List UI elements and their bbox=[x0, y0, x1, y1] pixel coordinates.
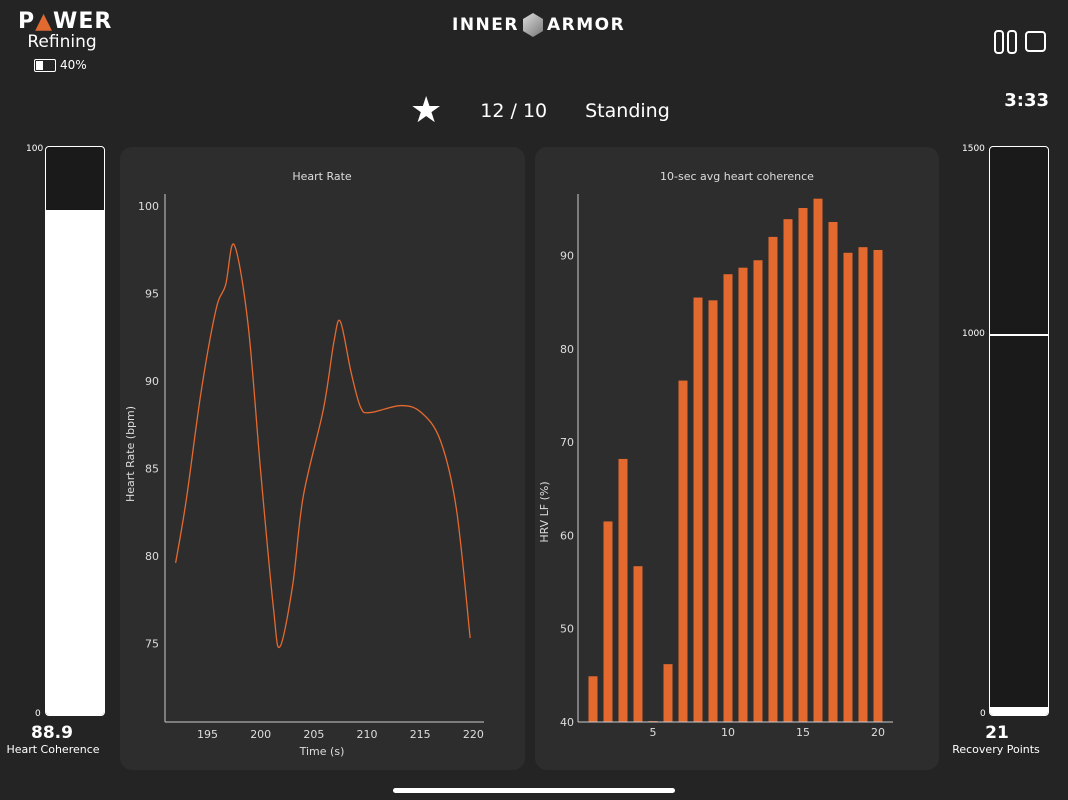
posture-label: Standing bbox=[585, 100, 670, 122]
x-tick-label: 10 bbox=[721, 726, 735, 739]
x-axis-label: Time (s) bbox=[299, 745, 345, 758]
bar bbox=[678, 380, 688, 722]
y-axis-label: HRV LF (%) bbox=[538, 481, 551, 542]
x-tick-label: 195 bbox=[197, 728, 218, 741]
right-gauge-mid: 1000 bbox=[962, 329, 985, 339]
heart-coherence-value: 88.9 bbox=[31, 723, 73, 743]
bar bbox=[873, 249, 883, 722]
recovery-points-value: 21 bbox=[985, 723, 1009, 743]
battery-indicator: 40% bbox=[34, 58, 87, 72]
y-axis-label: Heart Rate (bpm) bbox=[124, 406, 137, 502]
heart-rate-panel: Heart Rate Time (s) Heart Rate (bpm) 195… bbox=[120, 147, 525, 770]
heart-coherence-label: Heart Coherence bbox=[6, 743, 100, 756]
x-tick-label: 200 bbox=[250, 728, 271, 741]
heart-rate-chart: Heart Rate Time (s) Heart Rate (bpm) 195… bbox=[124, 170, 484, 758]
armor-gem-icon bbox=[522, 13, 543, 37]
brand-left: INNER bbox=[452, 15, 519, 35]
chart-title: 10-sec avg heart coherence bbox=[660, 170, 814, 183]
x-tick-label: 215 bbox=[410, 728, 431, 741]
bar bbox=[633, 566, 643, 722]
heart-rate-line bbox=[174, 243, 471, 649]
bar bbox=[693, 297, 703, 722]
left-gauge-min: 0 bbox=[35, 709, 41, 719]
bar bbox=[798, 207, 808, 723]
bar bbox=[768, 236, 778, 722]
power-logo: P▲WER bbox=[18, 9, 113, 34]
y-tick-label: 90 bbox=[560, 250, 574, 263]
y-tick-label: 85 bbox=[145, 462, 159, 475]
pause-button[interactable] bbox=[994, 30, 1017, 54]
brand-logo: INNER ARMOR bbox=[452, 13, 625, 37]
battery-icon bbox=[34, 58, 56, 72]
y-tick-label: 60 bbox=[560, 529, 574, 542]
recovery-target-marker bbox=[990, 334, 1048, 337]
chart-title: Heart Rate bbox=[292, 170, 352, 183]
x-tick-label: 205 bbox=[303, 728, 324, 741]
stop-button[interactable] bbox=[1025, 31, 1046, 52]
bar bbox=[723, 274, 733, 722]
bar bbox=[618, 458, 628, 722]
session-status: ★ 12 / 10 Standing bbox=[410, 90, 670, 131]
bar bbox=[783, 219, 793, 722]
bar bbox=[753, 260, 763, 722]
y-tick-label: 75 bbox=[145, 637, 159, 650]
recovery-points-fill bbox=[990, 707, 1048, 715]
y-tick-label: 90 bbox=[145, 375, 159, 388]
y-tick-label: 40 bbox=[560, 716, 574, 729]
coherence-panel: 10-sec avg heart coherence HRV LF (%) 5 1… bbox=[535, 147, 939, 770]
session-timer: 3:33 bbox=[1004, 90, 1049, 111]
bar bbox=[603, 521, 613, 722]
bar bbox=[813, 198, 823, 722]
recovery-points-gauge bbox=[989, 146, 1049, 716]
y-tick-label: 70 bbox=[560, 436, 574, 449]
bar bbox=[588, 676, 598, 722]
bar bbox=[708, 300, 718, 722]
y-tick-label: 50 bbox=[560, 623, 574, 636]
y-tick-label: 95 bbox=[145, 288, 159, 301]
battery-percent: 40% bbox=[60, 58, 87, 72]
coherence-chart: 10-sec avg heart coherence HRV LF (%) 5 1… bbox=[538, 170, 893, 739]
x-tick-label: 220 bbox=[463, 728, 484, 741]
bar bbox=[663, 664, 673, 722]
heart-coherence-fill bbox=[46, 210, 104, 715]
x-tick-label: 210 bbox=[357, 728, 378, 741]
y-tick-label: 100 bbox=[138, 200, 159, 213]
y-tick-label: 80 bbox=[560, 343, 574, 356]
home-indicator[interactable] bbox=[393, 788, 675, 793]
rep-count: 12 / 10 bbox=[480, 100, 548, 122]
bar bbox=[858, 247, 868, 722]
bar bbox=[738, 267, 748, 722]
x-tick-label: 5 bbox=[650, 726, 657, 739]
heart-coherence-gauge bbox=[45, 146, 105, 716]
x-tick-label: 20 bbox=[871, 726, 885, 739]
y-tick-label: 80 bbox=[145, 550, 159, 563]
left-gauge-max: 100 bbox=[26, 144, 44, 154]
x-tick-label: 15 bbox=[796, 726, 810, 739]
right-gauge-min: 0 bbox=[980, 709, 986, 719]
brand-right: ARMOR bbox=[546, 15, 626, 35]
bar bbox=[828, 221, 838, 722]
mode-label: Refining bbox=[27, 32, 97, 52]
right-gauge-max: 1500 bbox=[962, 144, 985, 154]
recovery-points-label: Recovery Points bbox=[952, 743, 1040, 756]
star-icon: ★ bbox=[410, 90, 443, 131]
bar bbox=[843, 252, 853, 722]
